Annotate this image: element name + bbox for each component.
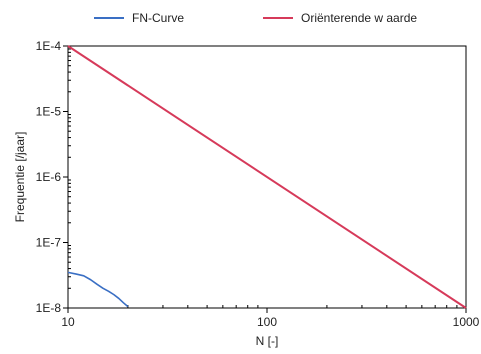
series-layer — [67, 45, 467, 309]
y-tick-label: 1E-5 — [36, 105, 62, 119]
y-axis-ticks: 1E-4 1E-5 1E-6 1E-7 1E-8 — [36, 39, 71, 315]
x-axis-title: N [-] — [256, 334, 279, 348]
y-tick-label: 1E-7 — [36, 236, 62, 250]
legend-label-orienterende-waarde: Oriënterende w aarde — [301, 11, 417, 25]
legend: FN-Curve Oriënterende w aarde — [94, 11, 417, 25]
orienterende-waarde-line — [67, 45, 467, 309]
x-tick-label: 1000 — [453, 315, 480, 329]
x-tick-label: 10 — [61, 315, 75, 329]
y-tick-label: 1E-8 — [36, 301, 62, 315]
x-tick-label: 100 — [257, 315, 277, 329]
fn-curve-line — [67, 271, 129, 308]
x-axis-ticks: 10 100 1000 — [61, 305, 480, 329]
y-tick-label: 1E-4 — [36, 39, 62, 53]
y-tick-label: 1E-6 — [36, 170, 62, 184]
legend-label-fn-curve: FN-Curve — [132, 11, 184, 25]
y-axis-title: Frequentie [/jaar] — [13, 132, 27, 223]
